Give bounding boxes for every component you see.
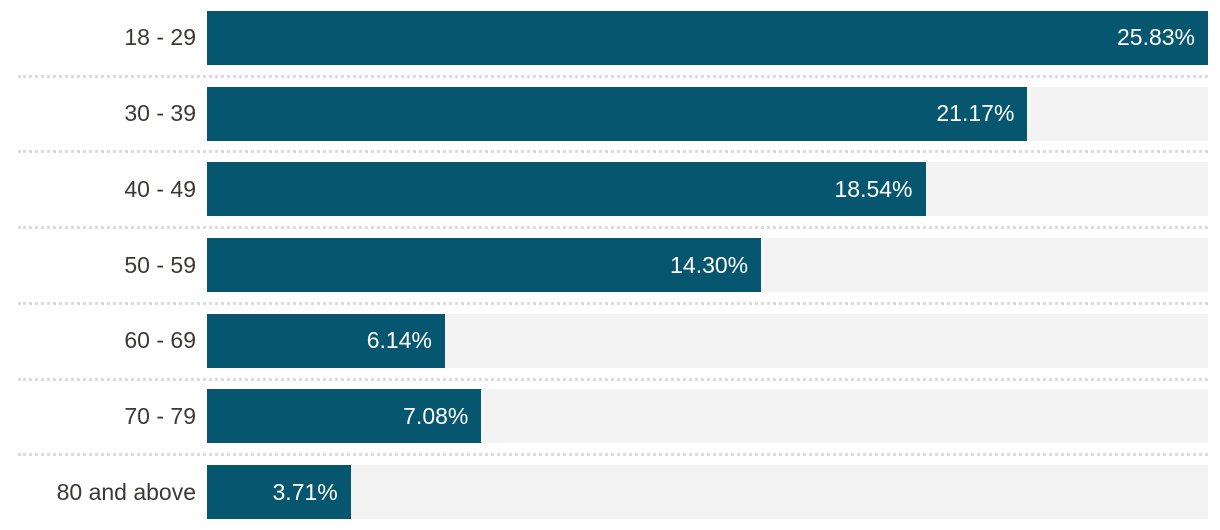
bar-track: 25.83% xyxy=(207,10,1208,65)
bar-track: 18.54% xyxy=(207,162,1208,217)
bar: 3.71% xyxy=(207,465,351,520)
bar-row: 40 - 49 18.54% xyxy=(0,150,1220,227)
bar-track: 3.71% xyxy=(207,465,1208,520)
value-label: 3.71% xyxy=(272,478,338,505)
category-label: 40 - 49 xyxy=(124,175,196,202)
bar: 14.30% xyxy=(207,238,762,293)
bar: 21.17% xyxy=(207,86,1028,141)
value-label: 25.83% xyxy=(1116,24,1195,51)
category-label: 70 - 79 xyxy=(124,402,196,429)
bar-track: 6.14% xyxy=(207,313,1208,368)
bar-row: 18 - 29 25.83% xyxy=(0,0,1220,76)
bar-row: 50 - 59 14.30% xyxy=(0,226,1220,303)
category-label: 50 - 59 xyxy=(124,251,196,278)
bar-row: 80 and above 3.71% xyxy=(0,453,1220,530)
value-label: 21.17% xyxy=(936,100,1015,127)
bar: 18.54% xyxy=(207,162,926,217)
category-label: 30 - 39 xyxy=(124,100,196,127)
value-label: 14.30% xyxy=(670,251,749,278)
bar-row: 60 - 69 6.14% xyxy=(0,301,1220,379)
bar-track: 7.08% xyxy=(207,389,1208,444)
bar-track: 14.30% xyxy=(207,238,1208,293)
bar: 7.08% xyxy=(207,389,482,444)
category-label: 18 - 29 xyxy=(124,24,196,51)
value-label: 18.54% xyxy=(834,175,913,202)
value-label: 6.14% xyxy=(366,327,432,354)
bar: 6.14% xyxy=(207,313,445,368)
bar-row: 70 - 79 7.08% xyxy=(0,377,1220,455)
bar-track: 21.17% xyxy=(207,86,1208,141)
bar-row: 30 - 39 21.17% xyxy=(0,74,1220,152)
bar: 25.83% xyxy=(207,10,1208,65)
category-label: 80 and above xyxy=(56,478,196,505)
category-label: 60 - 69 xyxy=(124,327,196,354)
value-label: 7.08% xyxy=(403,402,469,429)
